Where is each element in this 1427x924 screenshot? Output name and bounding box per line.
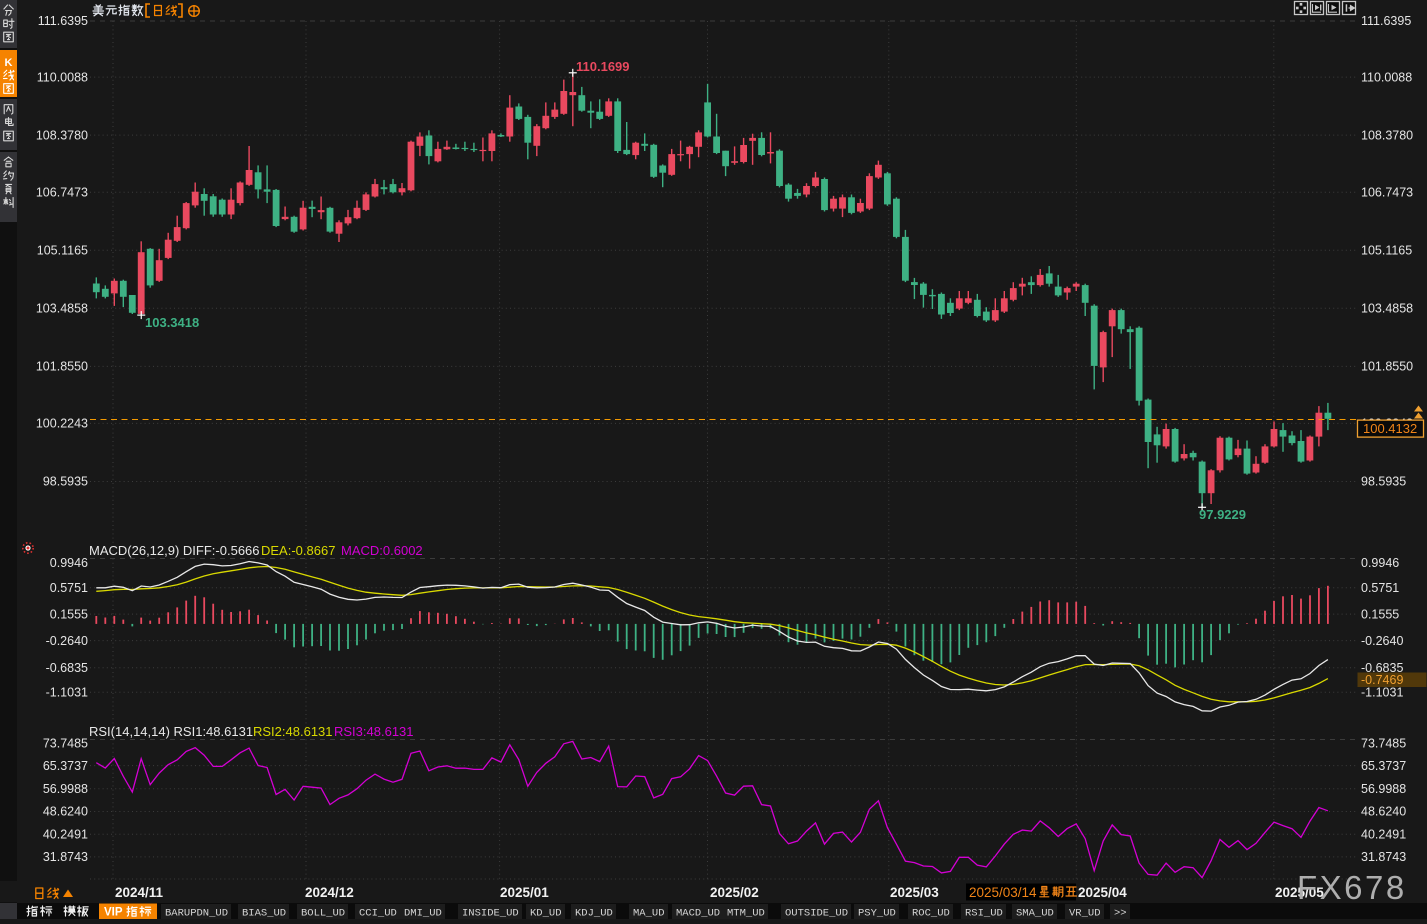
- svg-text:31.8743: 31.8743: [43, 850, 88, 864]
- svg-text:110.1699: 110.1699: [576, 59, 630, 74]
- svg-text:VIP: VIP: [104, 907, 123, 919]
- svg-text:RSI3:48.6131: RSI3:48.6131: [334, 724, 414, 739]
- svg-text:97.9229: 97.9229: [1199, 507, 1246, 522]
- svg-text:103.3418: 103.3418: [145, 315, 199, 330]
- svg-text:0.1555: 0.1555: [50, 607, 88, 621]
- svg-text:2025/01: 2025/01: [500, 885, 549, 900]
- svg-text:101.8550: 101.8550: [36, 360, 88, 374]
- svg-text:>>: >>: [1114, 908, 1127, 920]
- svg-text:ROC_UD: ROC_UD: [912, 908, 950, 920]
- svg-text:56.9988: 56.9988: [43, 782, 88, 796]
- svg-text:73.7485: 73.7485: [43, 736, 88, 750]
- svg-text:2025/03/14: 2025/03/14: [969, 885, 1037, 900]
- svg-text:65.3737: 65.3737: [1361, 759, 1406, 773]
- svg-text:108.3780: 108.3780: [1361, 128, 1413, 142]
- svg-text:MTM_UD: MTM_UD: [727, 908, 765, 920]
- svg-text:2025/03: 2025/03: [890, 885, 939, 900]
- svg-text:100.2243: 100.2243: [36, 417, 88, 431]
- svg-text:105.1165: 105.1165: [37, 243, 88, 257]
- svg-text:103.4858: 103.4858: [36, 302, 88, 316]
- svg-text:-0.2640: -0.2640: [46, 634, 88, 648]
- svg-text:OUTSIDE_UD: OUTSIDE_UD: [785, 908, 848, 920]
- svg-text:-0.6835: -0.6835: [46, 661, 88, 675]
- svg-text:103.4858: 103.4858: [1361, 302, 1413, 316]
- svg-text:BOLL_UD: BOLL_UD: [301, 908, 345, 920]
- svg-text:PSY_UD: PSY_UD: [858, 908, 896, 920]
- svg-text:INSIDE_UD: INSIDE_UD: [462, 908, 519, 920]
- svg-text:DEA:-0.8667: DEA:-0.8667: [261, 543, 335, 558]
- svg-text:KDJ_UD: KDJ_UD: [575, 908, 613, 920]
- svg-text:73.7485: 73.7485: [1361, 736, 1406, 750]
- svg-text:2025/05: 2025/05: [1275, 885, 1324, 900]
- svg-text:106.7473: 106.7473: [1361, 185, 1413, 199]
- svg-text:RSI_UD: RSI_UD: [965, 908, 1003, 920]
- svg-text:40.2491: 40.2491: [43, 827, 88, 841]
- svg-text:FX678: FX678: [1297, 869, 1407, 906]
- svg-text:MA_UD: MA_UD: [633, 908, 665, 920]
- svg-text:VR_UD: VR_UD: [1069, 908, 1101, 920]
- svg-text:40.2491: 40.2491: [1361, 827, 1406, 841]
- svg-text:-1.1031: -1.1031: [46, 685, 88, 699]
- svg-text:KD_UD: KD_UD: [530, 908, 562, 920]
- svg-text:106.7473: 106.7473: [36, 185, 88, 199]
- svg-text:RSI2:48.6131: RSI2:48.6131: [253, 724, 333, 739]
- svg-text:RSI(14,14,14) RSI1:48.6131: RSI(14,14,14) RSI1:48.6131: [89, 724, 253, 739]
- svg-text:2025/02: 2025/02: [710, 885, 759, 900]
- svg-text:0.5751: 0.5751: [50, 581, 88, 595]
- svg-text:98.5935: 98.5935: [43, 475, 88, 489]
- svg-text:2024/12: 2024/12: [305, 885, 354, 900]
- svg-text:108.3780: 108.3780: [36, 128, 88, 142]
- svg-text:-0.2640: -0.2640: [1361, 634, 1403, 648]
- svg-text:SMA_UD: SMA_UD: [1016, 908, 1054, 920]
- svg-text:CCI_UD: CCI_UD: [359, 908, 397, 920]
- svg-text:MACD:0.6002: MACD:0.6002: [341, 543, 423, 558]
- svg-text:BIAS_UD: BIAS_UD: [242, 908, 286, 920]
- svg-text:56.9988: 56.9988: [1361, 782, 1406, 796]
- svg-text:0.9946: 0.9946: [1361, 556, 1399, 570]
- svg-text:110.0088: 110.0088: [37, 70, 88, 84]
- svg-text:MACD(26,12,9) DIFF:-0.5666: MACD(26,12,9) DIFF:-0.5666: [89, 543, 260, 558]
- svg-text:111.6395: 111.6395: [38, 14, 88, 28]
- svg-text:DMI_UD: DMI_UD: [404, 908, 442, 920]
- svg-text:0.1555: 0.1555: [1361, 607, 1399, 621]
- svg-text:48.6240: 48.6240: [1361, 805, 1406, 819]
- svg-text:0.5751: 0.5751: [1361, 581, 1399, 595]
- svg-text:110.0088: 110.0088: [1361, 70, 1412, 84]
- svg-text:-1.1031: -1.1031: [1361, 685, 1403, 699]
- svg-text:-0.7469: -0.7469: [1361, 673, 1403, 687]
- svg-text:2025/04: 2025/04: [1078, 885, 1127, 900]
- svg-text:98.5935: 98.5935: [1361, 475, 1406, 489]
- svg-text:-0.6835: -0.6835: [1361, 661, 1403, 675]
- svg-text:2024/11: 2024/11: [115, 885, 164, 900]
- svg-text:100.4132: 100.4132: [1363, 421, 1417, 436]
- svg-text:65.3737: 65.3737: [43, 759, 88, 773]
- svg-text:MACD_UD: MACD_UD: [676, 908, 720, 920]
- svg-text:101.8550: 101.8550: [1361, 360, 1413, 374]
- svg-text:48.6240: 48.6240: [43, 805, 88, 819]
- svg-text:0.9946: 0.9946: [50, 556, 88, 570]
- svg-text:BARUPDN_UD: BARUPDN_UD: [165, 908, 228, 920]
- svg-text:111.6395: 111.6395: [1361, 14, 1411, 28]
- svg-text:105.1165: 105.1165: [1361, 243, 1412, 257]
- svg-text:31.8743: 31.8743: [1361, 850, 1406, 864]
- svg-text:K: K: [5, 57, 13, 69]
